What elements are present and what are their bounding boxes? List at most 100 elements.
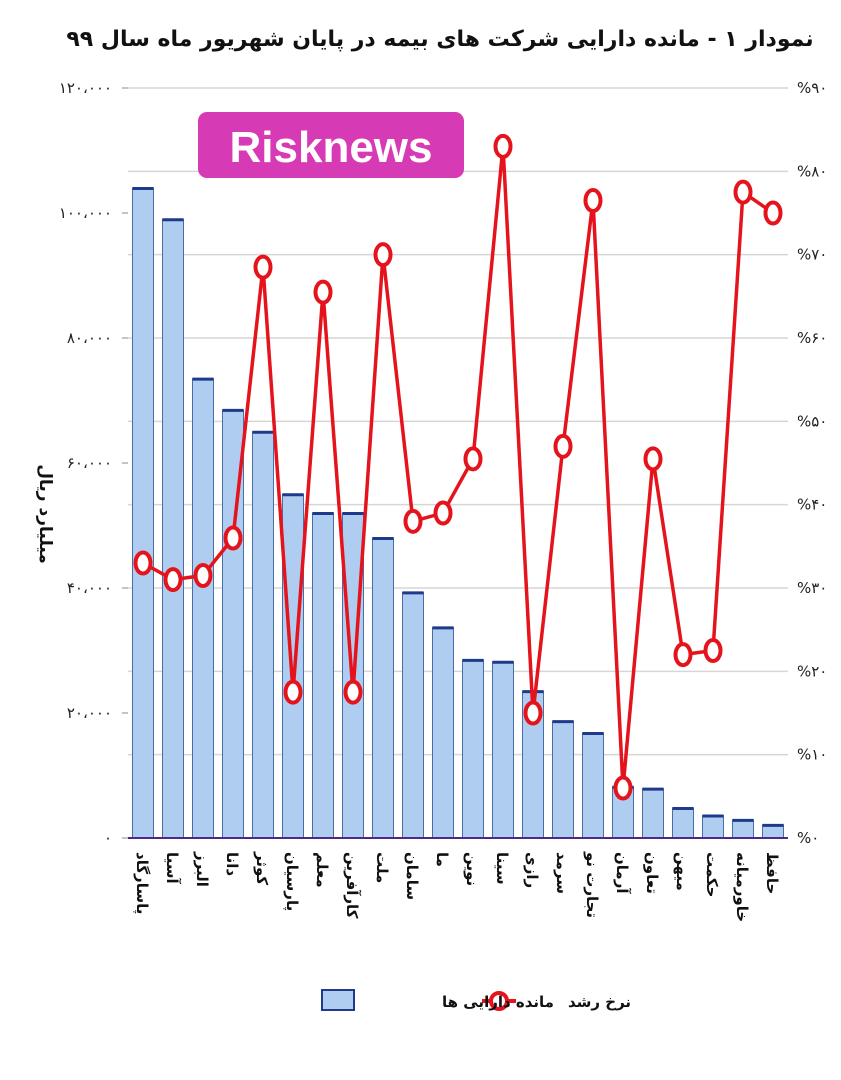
bar-cap xyxy=(162,218,184,222)
category-label: سینا xyxy=(493,852,511,885)
right-tick-label: %۱۰ xyxy=(797,746,827,764)
chart-title: نمودار ۱ - مانده دارایی شرکت های بیمه در… xyxy=(66,27,813,52)
bar-series xyxy=(132,187,784,839)
growth-marker xyxy=(673,642,693,668)
category-label: پاسارگاد xyxy=(132,852,151,914)
category-labels: پاسارگاد آسیا البرز دانا کوثر پارسیان معلم کارآ… xyxy=(132,851,781,922)
category-label: دانا xyxy=(223,852,241,876)
right-axis-ticks: %۰ %۱۰ %۲۰ %۳۰ %۴۰ %۵۰ %۶۰ %۷۰ %۸۰ %۹۰ xyxy=(797,79,827,847)
left-tick-label: ۲۰،۰۰۰ xyxy=(67,704,112,722)
growth-marker xyxy=(433,500,453,526)
bar xyxy=(702,815,724,839)
legend-bar-swatch xyxy=(321,989,355,1011)
right-tick-label: %۷۰ xyxy=(797,246,827,264)
bar-cap xyxy=(312,512,334,515)
bar-cap xyxy=(702,814,724,818)
bar-cap xyxy=(252,430,274,434)
left-tick-label: ۱۰۰،۰۰۰ xyxy=(59,204,112,222)
growth-marker xyxy=(283,679,303,705)
bar xyxy=(432,626,454,839)
right-tick-label: %۴۰ xyxy=(797,496,827,514)
growth-marker xyxy=(553,433,573,459)
growth-line xyxy=(142,144,774,790)
growth-marker xyxy=(763,200,783,226)
y-axis-title: میلیارد ریال xyxy=(35,464,55,563)
category-label: تجارت نو xyxy=(583,851,601,918)
growth-marker xyxy=(733,179,753,205)
bar-cap xyxy=(732,818,754,822)
bar xyxy=(282,493,304,839)
category-label: کارآفرین xyxy=(343,852,361,919)
bar xyxy=(372,537,394,839)
growth-marker xyxy=(163,567,183,593)
bar-cap xyxy=(642,787,664,791)
left-tick-label: ۰ xyxy=(104,829,112,847)
growth-line-series xyxy=(133,133,783,801)
bar-cap xyxy=(672,807,694,810)
category-label: میهن xyxy=(673,852,691,891)
growth-marker xyxy=(583,188,603,213)
category-label: ما xyxy=(433,852,451,867)
left-tick-label: ۴۰،۰۰۰ xyxy=(67,579,112,597)
watermark-text: Risknews xyxy=(230,123,433,172)
bar-cap xyxy=(222,408,244,412)
growth-marker xyxy=(463,446,483,472)
bar-cap xyxy=(582,732,604,735)
category-label: حافظ xyxy=(763,852,781,894)
bar-cap xyxy=(402,591,424,595)
bar xyxy=(732,819,754,839)
bar-cap xyxy=(342,512,364,515)
category-label: حکمت xyxy=(703,852,721,897)
bar-cap xyxy=(372,537,394,540)
category-label: کوثر xyxy=(253,851,271,885)
bar-cap xyxy=(282,493,304,497)
legend-line-marker xyxy=(489,991,509,1011)
right-tick-label: %۹۰ xyxy=(797,79,827,97)
bar-cap xyxy=(462,658,484,662)
growth-marker xyxy=(343,679,363,705)
left-axis-ticks: ۰ ۲۰،۰۰۰ ۴۰،۰۰۰ ۶۰،۰۰۰ ۸۰،۰۰۰ ۱۰۰،۰۰۰ ۱۲۰،۰۰۰ xyxy=(59,79,128,847)
bar xyxy=(552,720,574,839)
growth-marker xyxy=(643,446,663,472)
legend-item-bar: مانده دارایی ها xyxy=(321,989,554,1011)
bar xyxy=(402,591,424,839)
category-label: آسیا xyxy=(163,852,181,885)
growth-marker xyxy=(313,279,333,305)
growth-marker xyxy=(613,775,633,801)
legend: نرخ رشد مانده دارایی ها xyxy=(321,989,631,1011)
left-tick-label: ۸۰،۰۰۰ xyxy=(67,329,112,347)
left-tick-label: ۶۰،۰۰۰ xyxy=(67,454,112,472)
left-tick-label: ۱۲۰،۰۰۰ xyxy=(59,79,112,97)
growth-marker xyxy=(703,638,723,663)
bar-cap xyxy=(552,720,574,724)
legend-item-line: نرخ رشد xyxy=(482,991,631,1011)
category-label: خاورمیانه xyxy=(733,852,751,922)
right-tick-label: %۵۰ xyxy=(797,412,827,430)
category-label: سرمد xyxy=(553,852,571,894)
category-label: آرمان xyxy=(613,852,631,894)
right-tick-label: %۶۰ xyxy=(797,329,827,347)
bar xyxy=(312,512,334,839)
bar xyxy=(162,218,184,839)
growth-marker xyxy=(223,525,243,551)
category-label: معلم xyxy=(313,852,331,888)
growth-marker xyxy=(193,563,213,588)
legend-line-label: نرخ رشد xyxy=(568,993,631,1011)
growth-marker xyxy=(253,254,273,280)
category-label: ملت xyxy=(373,852,391,883)
bar xyxy=(462,659,484,839)
growth-marker xyxy=(373,242,393,268)
bar-cap xyxy=(132,187,154,190)
growth-marker xyxy=(523,700,543,726)
bar xyxy=(642,788,664,839)
category-label: رازی xyxy=(523,852,541,888)
right-tick-label: %۸۰ xyxy=(797,162,827,180)
bar xyxy=(672,807,694,839)
bar-cap xyxy=(192,377,214,381)
category-label: سامان xyxy=(403,852,421,900)
right-tick-label: %۲۰ xyxy=(797,662,827,680)
right-tick-label: %۰ xyxy=(797,829,819,847)
category-label: نوین xyxy=(463,852,481,886)
right-tick-label: %۳۰ xyxy=(797,579,827,597)
